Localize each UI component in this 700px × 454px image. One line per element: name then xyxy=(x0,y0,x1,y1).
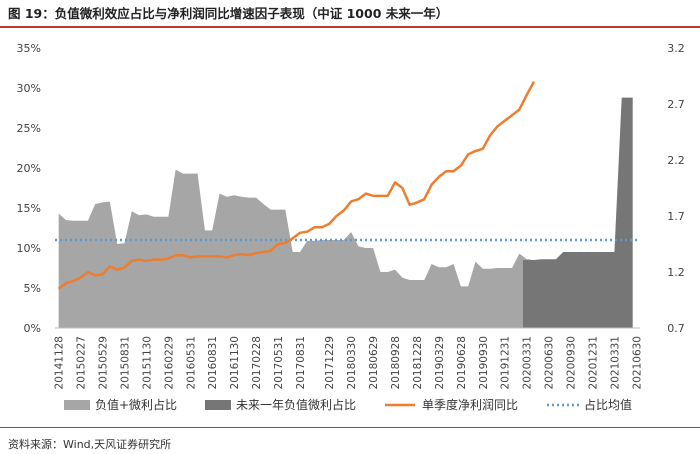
x-tick-label: 20160229 xyxy=(163,336,175,389)
x-tick-label: 20210331 xyxy=(609,336,621,389)
legend-swatch xyxy=(64,400,90,410)
y-left-tick-label: 0% xyxy=(24,322,41,335)
net-profit-yoy-line xyxy=(57,81,536,290)
legend-label: 占比均值 xyxy=(584,397,632,412)
x-tick-label: 20181228 xyxy=(412,336,424,389)
legend-label: 负值+微利占比 xyxy=(95,397,177,412)
x-tick-label: 20200331 xyxy=(522,336,534,389)
chart-legend: 负值+微利占比 未来一年负值微利占比 单季度净利润同比 占比均值 xyxy=(64,397,632,412)
x-tick-label: 20161130 xyxy=(229,336,241,389)
x-tick-label: 20180629 xyxy=(368,336,380,389)
y-left-tick-label: 20% xyxy=(17,162,41,175)
x-tick-label: 20150227 xyxy=(76,336,88,389)
y-right-tick-label: 2.7 xyxy=(667,98,685,111)
area-series-2 xyxy=(523,97,633,328)
source-note: 资料来源：Wind,天风证券研究所 xyxy=(8,438,172,451)
x-tick-label: 20200630 xyxy=(544,336,556,389)
x-tick-label: 20170531 xyxy=(273,336,285,389)
x-tick-label: 20170228 xyxy=(251,336,263,389)
legend-label: 单季度净利润同比 xyxy=(422,397,518,412)
x-tick-label: 20210630 xyxy=(631,336,643,389)
y-left-tick-label: 35% xyxy=(17,42,41,55)
y-right-tick-label: 0.7 xyxy=(667,322,685,335)
x-tick-label: 20190930 xyxy=(478,336,490,389)
figure-title: 图 19：负值微利效应占比与净利润同比增速因子表现（中证 1000 未来一年） xyxy=(8,6,449,21)
legend-swatch xyxy=(205,400,231,410)
title-bar: 图 19：负值微利效应占比与净利润同比增速因子表现（中证 1000 未来一年） xyxy=(0,0,700,28)
y-left-tick-label: 15% xyxy=(17,202,41,215)
x-tick-label: 20180330 xyxy=(346,336,358,389)
chart-lines xyxy=(55,81,640,290)
x-tick-label: 20141128 xyxy=(54,336,66,389)
x-tick-label: 20201231 xyxy=(587,336,599,389)
x-tick-label: 20171229 xyxy=(324,336,336,389)
area-series-1 xyxy=(58,169,531,328)
y-left-tick-label: 10% xyxy=(17,242,41,255)
x-tick-label: 20190329 xyxy=(434,336,446,389)
chart-areas xyxy=(58,97,633,328)
legend-label: 未来一年负值微利占比 xyxy=(236,397,356,412)
x-tick-label: 20180928 xyxy=(390,336,402,389)
y-right-tick-label: 2.2 xyxy=(667,154,685,167)
y-left-tick-label: 30% xyxy=(17,82,41,95)
x-tick-label: 20150529 xyxy=(98,336,110,389)
chart-axes: 0% 5% 10% 15% 20% 25% 30% 35% 0.7 1.2 1.7 2.2 2.7 3.2… xyxy=(17,42,685,389)
x-tick-label: 20190628 xyxy=(456,336,468,389)
y-right-tick-label: 3.2 xyxy=(667,42,685,55)
x-tick-label: 20170831 xyxy=(295,336,307,389)
x-tick-label: 20151130 xyxy=(141,336,153,389)
source-divider xyxy=(0,427,700,428)
x-tick-label: 20160831 xyxy=(207,336,219,389)
x-tick-label: 20191231 xyxy=(500,336,512,389)
y-left-tick-label: 25% xyxy=(17,122,41,135)
x-tick-label: 20150831 xyxy=(119,336,131,389)
y-right-tick-label: 1.2 xyxy=(667,266,685,279)
x-tick-label: 20160531 xyxy=(185,336,197,389)
y-left-tick-label: 5% xyxy=(24,282,41,295)
x-tick-label: 20200930 xyxy=(566,336,578,389)
y-right-tick-label: 1.7 xyxy=(667,210,685,223)
